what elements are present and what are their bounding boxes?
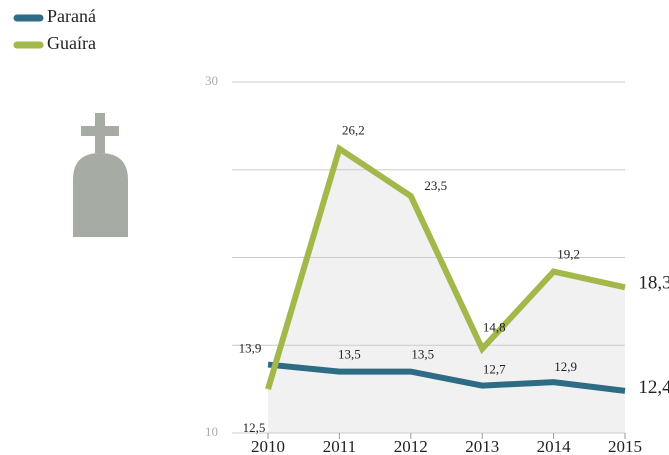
data-label: 26,2 — [342, 123, 365, 138]
data-label: 13,9 — [239, 341, 262, 356]
data-label: 23,5 — [424, 178, 447, 193]
y-tick-label: 30 — [205, 73, 218, 88]
data-label: 12,5 — [243, 420, 266, 435]
data-label: 13,5 — [338, 347, 361, 362]
tombstone-icon — [73, 113, 128, 237]
area — [268, 148, 625, 433]
series-line — [265, 143, 626, 390]
x-tick-label: 2010 — [251, 437, 285, 455]
x-tick-label: 2014 — [537, 437, 572, 455]
x-tick-label: 2012 — [394, 437, 428, 455]
x-tick-label: 2013 — [465, 437, 499, 455]
data-label: 13,5 — [411, 347, 434, 362]
series-line — [267, 361, 626, 394]
x-tick-label: 2011 — [323, 437, 356, 455]
data-label: 14,8 — [483, 320, 506, 335]
y-tick-label: 10 — [205, 424, 218, 439]
x-tick-label: 2015 — [608, 437, 642, 455]
data-label: 18,3 — [638, 273, 669, 294]
legend-label: Guaíra — [47, 33, 96, 53]
data-label: 19,2 — [557, 247, 580, 262]
data-label: 12,4 — [638, 377, 669, 398]
data-label: 12,9 — [554, 359, 577, 374]
data-label: 12,7 — [483, 362, 506, 377]
legend-label: Paraná — [47, 6, 96, 26]
